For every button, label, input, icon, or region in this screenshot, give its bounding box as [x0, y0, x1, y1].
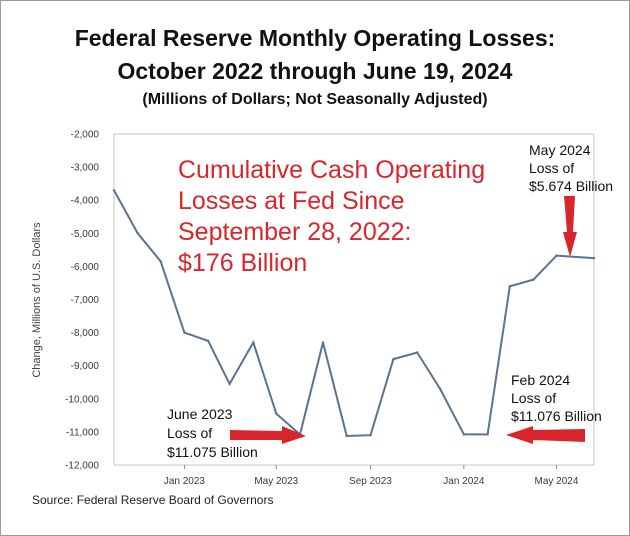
cumulative-line-4: $176 Billion	[178, 249, 307, 277]
plot-area	[113, 133, 595, 466]
y-tick-label: -12,000	[65, 461, 99, 472]
cumulative-annotation: Cumulative Cash Operating Losses at Fed …	[178, 156, 485, 277]
data-point	[275, 412, 278, 415]
x-tick-label: Jan 2023	[164, 476, 206, 487]
x-tick-label: Jan 2024	[443, 476, 485, 487]
may-2024-down-arrow	[563, 196, 577, 257]
data-point	[369, 434, 372, 437]
feb-2024-annotation: Feb 2024 Loss of $11.076 Billion	[511, 372, 602, 424]
x-tick-label: May 2023	[254, 476, 298, 487]
data-point	[159, 260, 162, 263]
y-tick-label: -10,000	[65, 394, 99, 405]
june-2023-line-2: Loss of	[167, 425, 212, 441]
y-axis-ticks: -2,000 -3,000 -4,000 -5,000 -6,000 -7,000 -8,0…	[65, 130, 99, 472]
data-point	[345, 434, 348, 438]
x-tick-label: Sep 2023	[349, 476, 392, 487]
data-point	[532, 278, 535, 281]
data-point	[462, 433, 466, 436]
data-point	[183, 331, 186, 334]
y-tick-label: -3,000	[71, 163, 100, 174]
y-tick-label: -6,000	[71, 262, 100, 273]
y-tick-label: -11,000	[66, 427, 100, 438]
y-tick-label: -8,000	[71, 328, 100, 339]
data-point	[252, 341, 255, 344]
june-2023-right-arrow	[230, 426, 306, 444]
x-tick-label: May 2024	[535, 476, 579, 487]
june-2023-line-3: $11.075 Billion	[167, 444, 258, 460]
data-point	[392, 357, 395, 361]
may-2024-line-2: Loss of	[529, 160, 574, 176]
y-tick-label: -7,000	[71, 295, 100, 306]
feb-2024-line-2: Loss of	[511, 390, 556, 406]
june-2023-line-1: June 2023	[167, 406, 233, 422]
chart-title: Federal Reserve Monthly Operating Losses…	[74, 25, 556, 51]
feb-2024-left-arrow	[506, 426, 585, 444]
data-point	[438, 387, 442, 391]
data-point	[112, 189, 116, 192]
cumulative-line-3: September 28, 2022:	[178, 218, 412, 246]
y-tick-label: -4,000	[71, 196, 100, 207]
chart-subtitle: (Millions of Dollars; Not Seasonally Adj…	[142, 91, 488, 108]
chart-title-line2: October 2022 through June 19, 2024	[117, 58, 513, 84]
feb-2024-line-1: Feb 2024	[511, 372, 570, 388]
may-2024-line-1: May 2024	[529, 142, 591, 158]
data-point	[486, 433, 489, 436]
data-point	[136, 232, 139, 235]
y-tick-label: -5,000	[71, 229, 100, 240]
june-2023-annotation: June 2023 Loss of $11.075 Billion	[167, 406, 258, 460]
data-point	[228, 382, 231, 386]
y-tick-label: -2,000	[71, 130, 100, 141]
y-tick-label: -9,000	[71, 361, 100, 372]
source-note: Source: Federal Reserve Board of Governo…	[32, 493, 274, 507]
cumulative-line-1: Cumulative Cash Operating	[178, 156, 485, 184]
may-2024-annotation: May 2024 Loss of $5.674 Billion	[529, 142, 613, 194]
data-point	[415, 351, 419, 354]
may-2024-line-3: $5.674 Billion	[529, 178, 613, 194]
data-point	[592, 256, 596, 260]
feb-2024-line-3: $11.076 Billion	[511, 408, 602, 424]
data-point	[321, 341, 325, 344]
cumulative-line-2: Losses at Fed Since	[178, 187, 405, 215]
data-point	[508, 285, 511, 288]
data-point	[206, 339, 210, 343]
x-axis-ticks: Jan 2023 May 2023 Sep 2023 Jan 2024 May 2024	[164, 465, 579, 487]
y-axis-label: Change, Millions of U.S. Dollars	[31, 222, 43, 378]
data-point	[555, 254, 558, 257]
data-points	[112, 189, 596, 438]
